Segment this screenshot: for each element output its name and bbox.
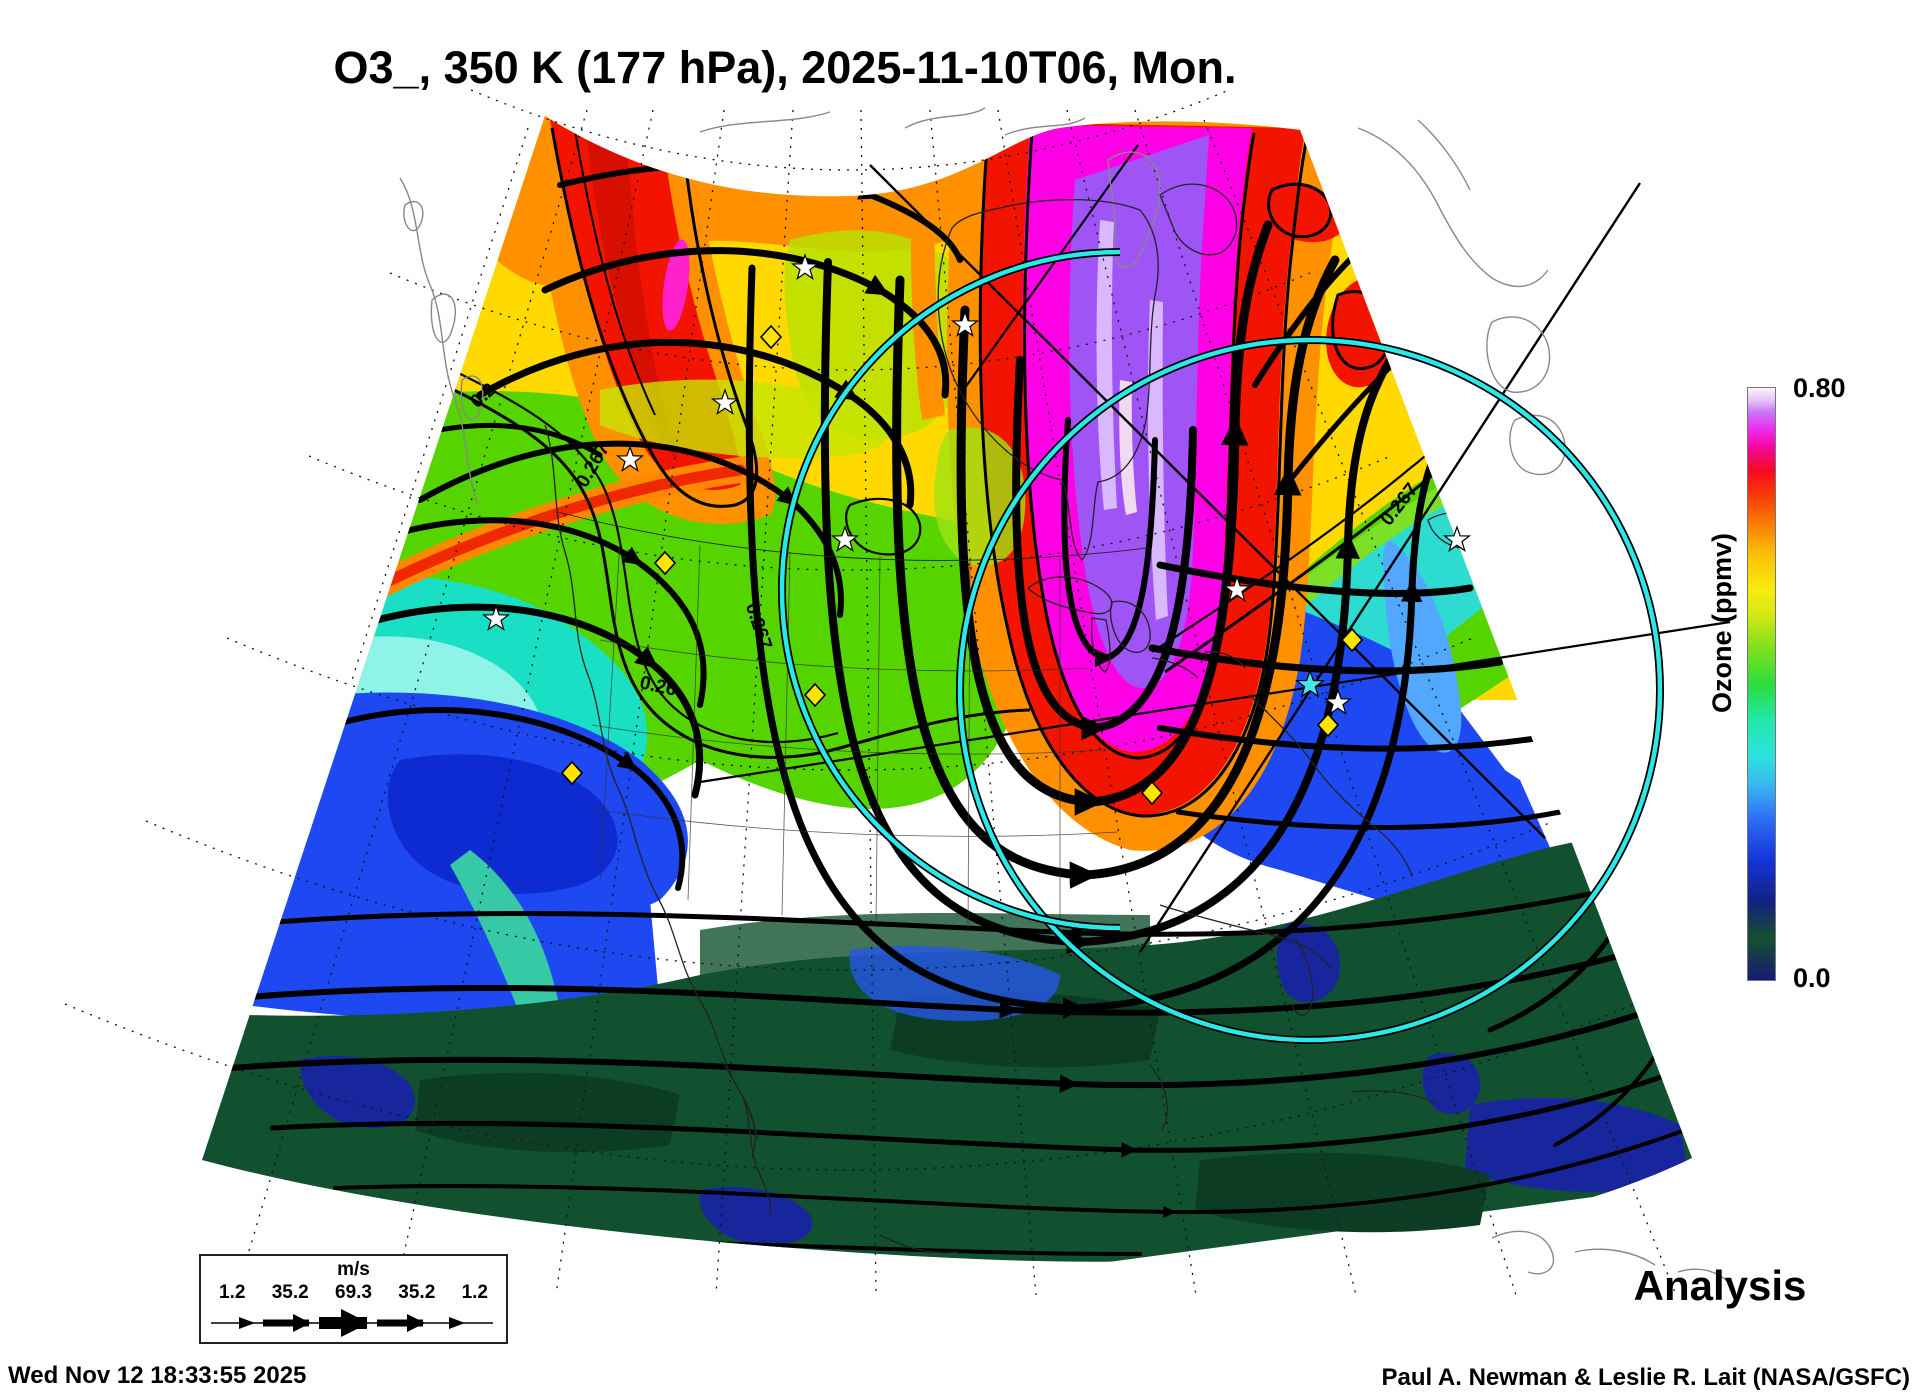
- plot-title: O3_, 350 K (177 hPa), 2025-11-10T06, Mon…: [333, 42, 1237, 93]
- wind-speed-value: 1.2: [219, 1282, 246, 1303]
- wind-speed-value: 69.3: [335, 1282, 372, 1303]
- white-star-markers: [481, 253, 1472, 715]
- wind-speed-value: 1.2: [461, 1282, 488, 1303]
- graticule: [64, 89, 1677, 1296]
- wind-legend-values: 1.2 35.2 69.3 35.2 1.2: [201, 1282, 506, 1304]
- coastlines-outside: [399, 107, 1729, 1283]
- coastlines-inside: [544, 183, 1486, 1254]
- cyan-star-marker: [1294, 669, 1326, 698]
- range-ring-circles: [778, 248, 1664, 1044]
- yellow-diamond-markers: [560, 324, 1364, 806]
- wind-speed-value: 35.2: [271, 1282, 309, 1303]
- generation-timestamp: Wed Nov 12 18:33:55 2025: [8, 1362, 307, 1389]
- colorbar-min-label: 0.0: [1793, 963, 1831, 993]
- colorbar-axis-label: Ozone (ppmv): [1707, 533, 1737, 713]
- analysis-mode-label: Analysis: [1633, 1262, 1807, 1309]
- wind-legend-units: m/s: [337, 1259, 370, 1280]
- wind-arrow-scale-icon: [211, 1309, 493, 1337]
- ozone-colorbar: [1747, 387, 1776, 981]
- ozone-color-field: [202, 116, 1692, 1262]
- colorbar-max-label: 0.80: [1793, 373, 1846, 403]
- station-markers: [481, 253, 1472, 806]
- wind-speed-legend: m/s 1.2 35.2 69.3 35.2 1.2: [199, 1254, 508, 1344]
- credit-text: Paul A. Newman & Leslie R. Lait (NASA/GS…: [1381, 1364, 1910, 1391]
- wind-speed-value: 35.2: [398, 1282, 436, 1303]
